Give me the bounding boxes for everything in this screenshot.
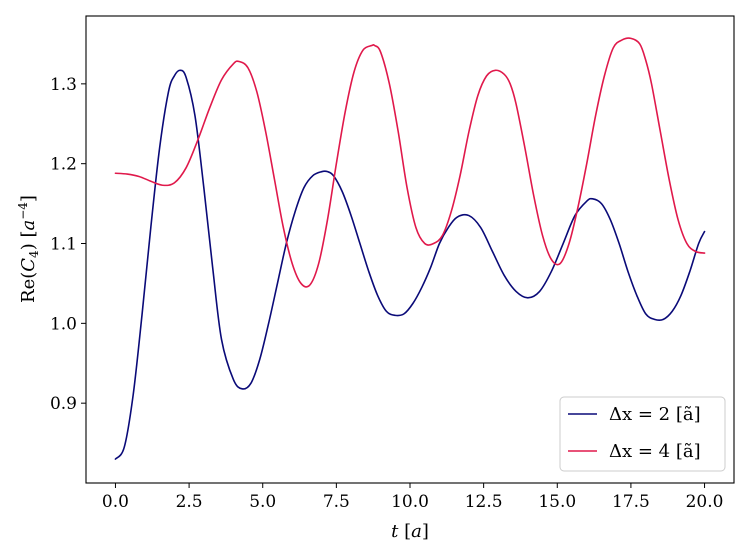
y-tick-label: 0.9 [50,394,77,414]
x-tick-label: 15.0 [538,492,576,512]
legend-label-series-2: Δx = 4 [ã] [609,441,701,462]
x-tick-label: 12.5 [465,492,503,512]
x-tick-label: 7.5 [323,492,350,512]
x-tick-label: 17.5 [612,492,650,512]
series-layer [114,37,706,460]
y-tick-label: 1.0 [50,314,77,334]
y-tick-label: 1.3 [50,75,77,95]
legend-box [559,396,726,472]
x-tick-label: 0.0 [102,492,129,512]
legend-label-series-1: Δx = 2 [ã] [609,404,701,425]
x-tick-label: 2.5 [176,492,203,512]
x-axis-title: t [a] [391,521,429,542]
series-line-1 [114,69,706,460]
x-tick-label: 5.0 [249,492,276,512]
y-tick-label: 1.1 [50,235,77,255]
legend: Δx = 2 [ã] Δx = 4 [ã] [559,396,726,472]
x-tick-label: 10.0 [391,492,429,512]
x-tick-label: 20.0 [686,492,724,512]
series-line-2 [114,37,706,288]
y-axis-ticks: 0.9 1.0 1.1 1.2 1.3 [50,75,86,414]
y-tick-label: 1.2 [50,155,77,175]
x-axis-ticks: 0.0 2.5 5.0 7.5 10.0 12.5 15.0 17.5 20.0 [102,483,724,512]
